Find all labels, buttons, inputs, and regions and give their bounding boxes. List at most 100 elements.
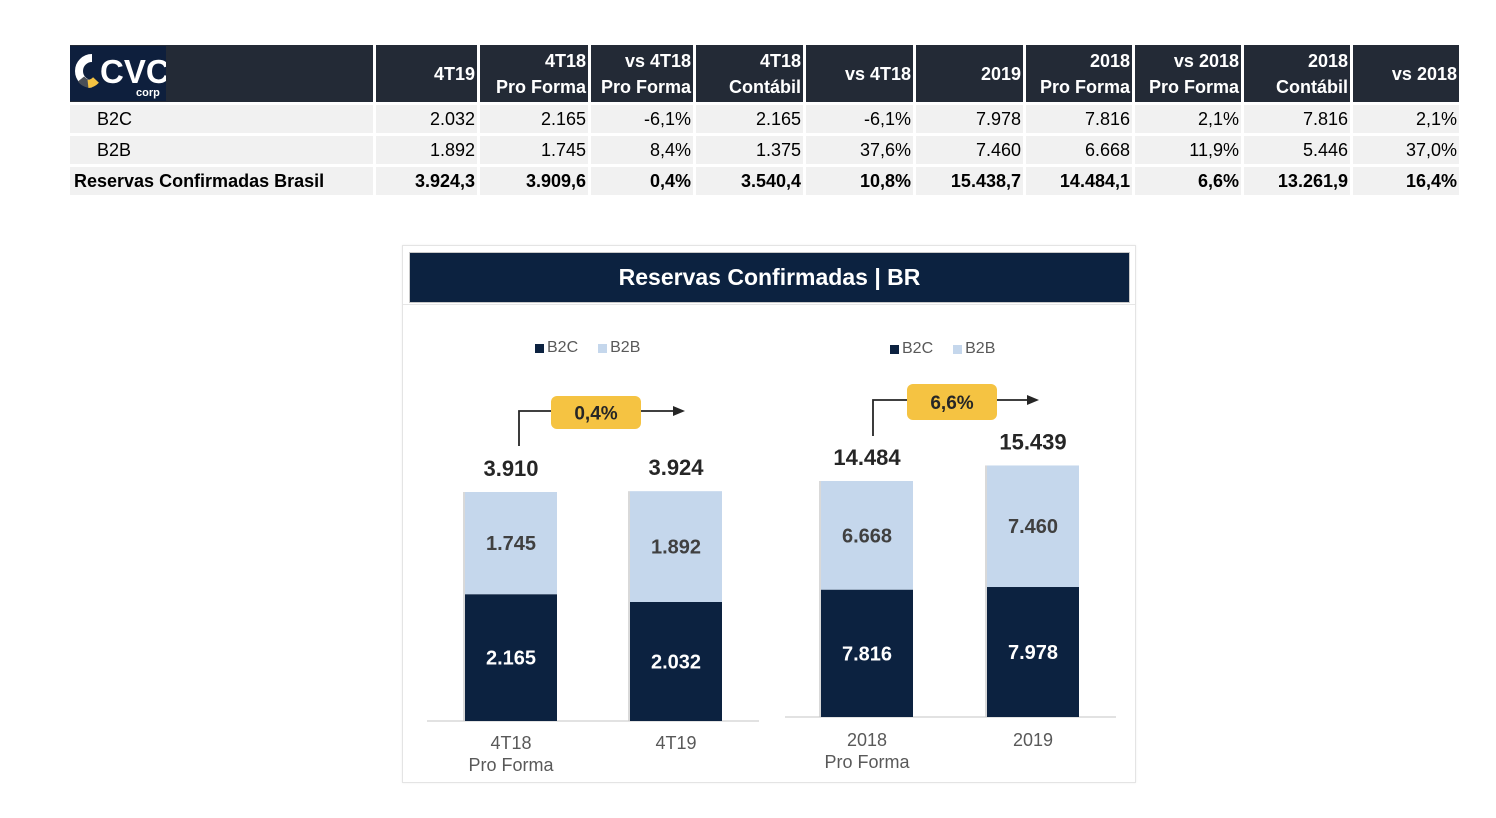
column-header: vs 4T18 Pro Forma [591,45,693,105]
column-header: 4T18 Contábil [696,45,803,105]
table-cell: 37,0% [1353,136,1459,167]
bar-b2c [465,594,557,721]
legend-item-b2b: B2B [598,339,640,357]
column-header: 4T19 [376,45,477,105]
table-cell: 11,9% [1135,136,1241,167]
bar-b2c [630,601,722,721]
table-cell: -6,1% [806,105,913,136]
table-cell: 7.460 [916,136,1023,167]
row-label: Reservas Confirmadas Brasil [70,167,373,198]
table-cell: -6,1% [591,105,693,136]
legend-swatch-b2c [535,343,544,353]
data-label-b2c: 7.978 [1008,642,1058,664]
legend-swatch-b2b [953,344,963,354]
growth-arrow-head-icon [673,406,685,416]
table-row-total: Reservas Confirmadas Brasil 3.924,3 3.909,… [70,167,1459,198]
table-header-row: CVC corp 4T19 4T18 Pro Forma vs 4T18 Pro F… [70,45,1459,105]
total-label: 15.439 [999,429,1066,454]
category-label: Pro Forma [468,755,554,775]
growth-badge-label: 0,4% [574,404,617,425]
legend-left: B2C B2B [535,339,640,357]
table-cell: 37,6% [806,136,913,167]
column-header: vs 4T18 [806,45,913,105]
legend-item-b2c: B2C [535,339,578,357]
legend-swatch-b2c [890,344,899,354]
table-row: B2B 1.892 1.745 8,4% 1.375 37,6% 7.460 6.668 11,… [70,136,1459,167]
column-header: vs 2018 [1353,45,1459,105]
column-header: 2018 Contábil [1244,45,1350,105]
table-cell: 14.484,1 [1026,167,1132,198]
data-label-b2b: 6.668 [842,525,892,547]
table-cell: 1.745 [480,136,588,167]
row-label: B2B [70,136,373,167]
category-label: 4T19 [655,733,696,753]
column-header: 4T18 Pro Forma [480,45,588,105]
data-label-b2b: 1.892 [651,537,701,559]
total-label: 3.924 [648,455,704,480]
bar-shadow [985,465,987,717]
logo-subtext: corp [136,87,160,99]
table-cell: 0,4% [591,167,693,198]
growth-arrow-head-icon [1027,395,1039,405]
column-header: vs 2018 Pro Forma [1135,45,1241,105]
table-cell: 1.892 [376,136,477,167]
table-cell: 6.668 [1026,136,1132,167]
bar-shadow [628,491,630,721]
data-label-b2c: 2.165 [486,648,536,670]
category-label: 2019 [1013,730,1053,750]
table-cell: 1.375 [696,136,803,167]
data-label-b2c: 2.032 [651,651,701,673]
table-cell: 15.438,7 [916,167,1023,198]
bar-b2b [821,481,913,590]
legend-swatch-b2b [598,343,608,353]
table-cell: 5.446 [1244,136,1350,167]
table-cell: 2,1% [1353,105,1459,136]
total-label: 14.484 [833,445,901,470]
table-cell: 13.261,9 [1244,167,1350,198]
bar-b2c [987,587,1079,717]
growth-badge [551,396,641,429]
bar-b2c [821,589,913,717]
bar-b2b [465,492,557,595]
column-header: 2018 Pro Forma [1026,45,1132,105]
table-cell: 10,8% [806,167,913,198]
row-label: B2C [70,105,373,136]
logo-cell: CVC corp [70,45,373,105]
growth-badge-label: 6,6% [930,393,973,414]
table-cell: 2.165 [696,105,803,136]
legend-right: B2C B2B [890,340,995,358]
category-label: 2018 [847,730,887,750]
cvc-corp-logo: CVC corp [70,46,166,101]
table-cell: 3.540,4 [696,167,803,198]
table-cell: 2,1% [1135,105,1241,136]
table-cell: 16,4% [1353,167,1459,198]
reservas-table: CVC corp 4T19 4T18 Pro Forma vs 4T18 Pro F… [67,45,1462,198]
data-label-b2b: 7.460 [1008,516,1058,538]
table-cell: 2.165 [480,105,588,136]
data-label-b2b: 1.745 [486,533,536,555]
bar-b2b [630,491,722,602]
growth-badge [907,384,997,420]
chart-panel: Reservas Confirmadas | BR B2C B2B B2C B2… [402,245,1136,783]
logo-text: CVC [100,53,166,90]
divider [403,304,1135,305]
legend-item-b2c: B2C [890,340,933,358]
table-row: B2C 2.032 2.165 -6,1% 2.165 -6,1% 7.978 7.816 2,… [70,105,1459,136]
data-label-b2c: 7.816 [842,643,892,665]
table-cell: 7.816 [1026,105,1132,136]
table-cell: 7.978 [916,105,1023,136]
table-cell: 8,4% [591,136,693,167]
category-label: Pro Forma [824,752,910,772]
bar-shadow [463,492,465,721]
table-cell: 3.924,3 [376,167,477,198]
bar-b2b [987,465,1079,588]
total-label: 3.910 [483,456,538,481]
table-cell: 7.816 [1244,105,1350,136]
chart-title: Reservas Confirmadas | BR [409,252,1130,303]
category-label: 4T18 [490,733,531,753]
bar-shadow [819,481,821,717]
column-header: 2019 [916,45,1023,105]
table-cell: 6,6% [1135,167,1241,198]
table-cell: 2.032 [376,105,477,136]
